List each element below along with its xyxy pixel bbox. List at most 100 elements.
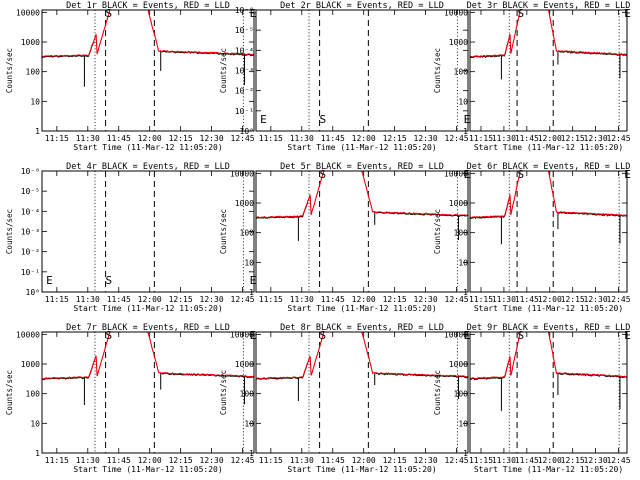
events-series-line xyxy=(161,50,255,57)
flag-label-S: S xyxy=(105,329,112,342)
lld-series-line xyxy=(469,9,628,58)
y-tick-label: 10⁻² xyxy=(235,87,254,96)
panel-det4r: Det 4r BLACK = Events, RED = LLD Counts/s… xyxy=(5,162,256,313)
y-tick-label: 10000 xyxy=(230,330,254,339)
events-series-line xyxy=(558,212,628,217)
y-tick-label: 10⁻³ xyxy=(21,228,40,237)
plot-frame xyxy=(41,9,255,132)
chart-title: Det 7r BLACK = Events, RED = LLD xyxy=(66,323,230,333)
y-tick-label: 1 xyxy=(35,449,40,458)
events-series-line xyxy=(41,41,95,59)
x-tick-label: 12:00 xyxy=(352,295,376,304)
events-series-line xyxy=(255,363,309,380)
x-tick-label: 11:45 xyxy=(515,134,539,143)
flag-label-S: S xyxy=(518,7,525,20)
y-tick-label: 10000 xyxy=(444,169,468,178)
plot-frame xyxy=(469,331,628,454)
flag-label-S: S xyxy=(319,113,326,126)
y-tick-label: 1000 xyxy=(21,360,40,369)
y-tick-label: 1000 xyxy=(449,38,468,47)
y-tick-label: 100 xyxy=(26,390,41,399)
x-tick-label: 12:15 xyxy=(561,456,585,465)
flag-label-S: S xyxy=(518,329,525,342)
x-tick-label: 12:15 xyxy=(169,456,193,465)
flag-label-E: E xyxy=(260,113,267,126)
chart-title: Det 4r BLACK = Events, RED = LLD xyxy=(66,162,230,172)
y-tick-label: 10 xyxy=(458,419,468,428)
y-tick-label: 1 xyxy=(463,449,468,458)
y-axis-label: Counts/sec xyxy=(433,209,442,254)
events-series-line xyxy=(469,362,509,381)
y-tick-label: 1000 xyxy=(449,199,468,208)
x-tick-label: 12:30 xyxy=(584,456,608,465)
x-axis-label: Start Time (11-Mar-12 11:05:20) xyxy=(474,143,623,152)
plot-frame xyxy=(255,170,469,293)
plot-frame xyxy=(41,170,255,293)
y-tick-label: 10000 xyxy=(16,8,40,17)
flag-label-E: E xyxy=(464,168,471,181)
x-tick-label: 11:30 xyxy=(492,295,516,304)
x-tick-label: 12:30 xyxy=(414,134,438,143)
x-tick-label: 11:30 xyxy=(492,134,516,143)
y-tick-label: 1000 xyxy=(449,360,468,369)
x-tick-label: 11:45 xyxy=(321,134,345,143)
x-tick-label: 11:15 xyxy=(259,456,283,465)
y-tick-label: 1 xyxy=(463,127,468,136)
x-axis-label: Start Time (11-Mar-12 11:05:20) xyxy=(73,304,222,313)
y-tick-label: 10⁻² xyxy=(21,248,40,257)
x-tick-label: 12:15 xyxy=(561,295,585,304)
flag-label-E: E xyxy=(624,329,631,342)
plot-frame xyxy=(469,9,628,132)
flag-label-E: E xyxy=(250,7,257,20)
flag-label-E: E xyxy=(464,329,471,342)
chart-title: Det 5r BLACK = Events, RED = LLD xyxy=(280,162,444,172)
chart-title: Det 3r BLACK = Events, RED = LLD xyxy=(467,1,631,11)
flag-label-E: E xyxy=(624,168,631,181)
x-tick-label: 11:30 xyxy=(76,456,100,465)
y-tick-label: 1 xyxy=(249,288,254,297)
x-tick-label: 12:45 xyxy=(231,134,255,143)
x-tick-label: 11:15 xyxy=(259,134,283,143)
y-tick-label: 1 xyxy=(35,127,40,136)
x-axis-label: Start Time (11-Mar-12 11:05:20) xyxy=(287,304,436,313)
x-tick-label: 11:15 xyxy=(259,295,283,304)
x-tick-label: 11:45 xyxy=(107,295,131,304)
y-tick-label: 10 xyxy=(244,419,254,428)
y-tick-label: 10 xyxy=(30,97,40,106)
y-tick-label: 1 xyxy=(463,288,468,297)
y-tick-label: 100 xyxy=(26,68,41,77)
x-tick-label: 12:30 xyxy=(584,134,608,143)
x-tick-label: 11:15 xyxy=(45,295,69,304)
chart-title: Det 1r BLACK = Events, RED = LLD xyxy=(66,1,230,11)
x-tick-label: 11:30 xyxy=(290,134,314,143)
y-tick-label: 1 xyxy=(249,449,254,458)
plot-frame xyxy=(469,170,628,293)
y-tick-label: 10⁻⁴ xyxy=(21,207,40,216)
x-tick-label: 12:30 xyxy=(200,295,224,304)
x-tick-label: 12:00 xyxy=(538,295,562,304)
x-tick-label: 11:30 xyxy=(290,295,314,304)
y-axis-label: Counts/sec xyxy=(219,370,228,415)
x-tick-label: 12:30 xyxy=(200,456,224,465)
x-tick-label: 11:45 xyxy=(107,456,131,465)
x-tick-label: 11:15 xyxy=(469,295,493,304)
panel-det3r: Det 3r BLACK = Events, RED = LLD Counts/s… xyxy=(433,1,631,152)
events-series-line xyxy=(558,50,628,56)
panel-det8r: Det 8r BLACK = Events, RED = LLD Counts/s… xyxy=(219,323,470,474)
x-tick-label: 11:15 xyxy=(45,456,69,465)
y-tick-label: 10⁻³ xyxy=(235,67,254,76)
x-tick-label: 12:15 xyxy=(561,134,585,143)
y-tick-label: 10⁻⁶ xyxy=(235,6,254,15)
y-tick-label: 10⁻¹ xyxy=(21,268,40,277)
x-axis-label: Start Time (11-Mar-12 11:05:20) xyxy=(287,143,436,152)
y-tick-label: 1000 xyxy=(235,360,254,369)
y-axis-label: Counts/sec xyxy=(219,209,228,254)
flag-label-S: S xyxy=(319,168,326,181)
y-tick-label: 10000 xyxy=(16,330,40,339)
x-tick-label: 11:30 xyxy=(76,134,100,143)
x-tick-label: 12:00 xyxy=(138,134,162,143)
y-axis-label: Counts/sec xyxy=(433,48,442,93)
x-tick-label: 11:30 xyxy=(76,295,100,304)
y-tick-label: 10⁻¹ xyxy=(235,107,254,116)
y-tick-label: 1000 xyxy=(235,199,254,208)
